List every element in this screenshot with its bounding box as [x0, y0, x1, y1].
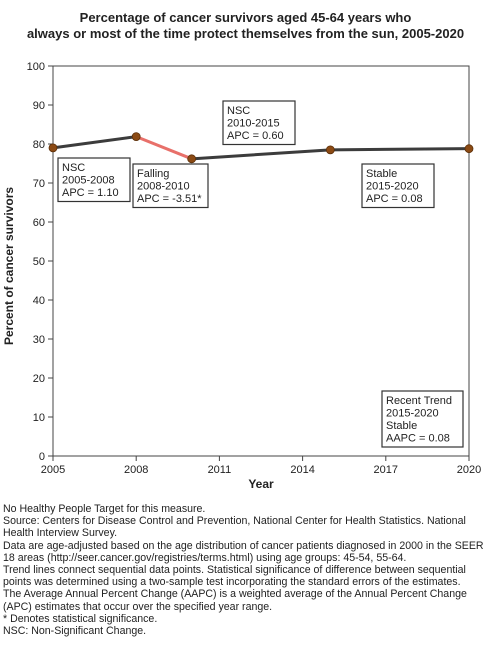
annotation-frame: [222, 100, 296, 146]
annotation-text: NSC: [227, 105, 250, 117]
annotation-text: APC = 1.10: [62, 187, 119, 199]
annotation-text: 2010-2015: [227, 118, 280, 130]
annotation-text: Stable: [366, 168, 397, 180]
annotation-text: APC = 0.08: [366, 193, 423, 205]
chart-title-line-1: Percentage of cancer survivors aged 45-6…: [79, 10, 412, 25]
annotation-text: 2005-2008: [62, 175, 115, 187]
x-tick-label: 2011: [208, 464, 232, 476]
line-chart: 0 10 20 30 40 50 60 70 80 90 100 2005 2008 2011 2014 20…: [2, 61, 481, 491]
annotation-text: 2015-2020: [386, 408, 439, 420]
footnote: Trend lines connect sequential data poin…: [3, 564, 466, 589]
x-axis-label: Year: [248, 477, 274, 491]
footnotes: No Healthy People Target for this measur…: [3, 503, 489, 637]
data-point: [48, 143, 58, 153]
footnote: The Average Annual Percent Change (AAPC)…: [3, 588, 467, 613]
data-point: [325, 145, 335, 155]
annotation-text: AAPC = 0.08: [386, 433, 450, 445]
y-tick-label: 0: [39, 451, 45, 463]
y-tick-label: 40: [33, 295, 45, 307]
annotation-text: Recent Trend: [386, 395, 452, 407]
y-tick-label: 30: [33, 334, 45, 346]
y-tick-label: 100: [27, 61, 45, 73]
annotation-text: APC = 0.60: [227, 130, 284, 142]
x-tick-label: 2008: [124, 464, 148, 476]
annotation-text: Stable: [386, 420, 417, 432]
y-tick-label: 20: [33, 373, 45, 385]
footnote: * Denotes statistical significance.: [3, 612, 158, 625]
annotation-frame: [57, 157, 131, 203]
annotation-frame: [381, 390, 464, 448]
y-tick-label: 90: [33, 100, 45, 112]
annotation-text: Falling: [137, 168, 169, 180]
trend-segment: [52, 135, 137, 150]
y-tick-label: 50: [33, 256, 45, 268]
chart-title: Percentage of cancer survivors aged 45-6…: [0, 10, 491, 42]
annotation-frame: [361, 163, 435, 209]
y-tick-label: 70: [33, 178, 45, 190]
y-tick-label: 60: [33, 217, 45, 229]
trend-segment: [135, 135, 193, 161]
y-tick-label: 80: [33, 139, 45, 151]
chart-title-line-2: always or most of the time protect thems…: [26, 26, 465, 41]
y-axis-label: Percent of cancer survivors: [2, 187, 16, 345]
data-point: [187, 154, 197, 164]
annotation-text: APC = -3.51*: [137, 193, 202, 205]
footnote: Source: Centers for Disease Control and …: [3, 515, 466, 540]
x-tick-label: 2005: [41, 464, 65, 476]
annotation-text: NSC: [62, 162, 85, 174]
annotation-text: 2008-2010: [137, 181, 190, 193]
x-tick-label: 2017: [374, 464, 398, 476]
footnote: No Healthy People Target for this measur…: [3, 503, 206, 515]
x-tick-label: 2020: [457, 464, 481, 476]
y-tick-label: 10: [33, 412, 45, 424]
x-tick-label: 2014: [290, 464, 314, 476]
annotation-text: 2015-2020: [366, 181, 419, 193]
footnote: Data are age-adjusted based on the age d…: [3, 539, 484, 564]
footnote: NSC: Non-Significant Change.: [3, 625, 147, 638]
data-point: [131, 132, 141, 141]
data-markers: [48, 132, 474, 164]
data-point: [464, 144, 474, 154]
annotation-frame: [132, 163, 209, 209]
